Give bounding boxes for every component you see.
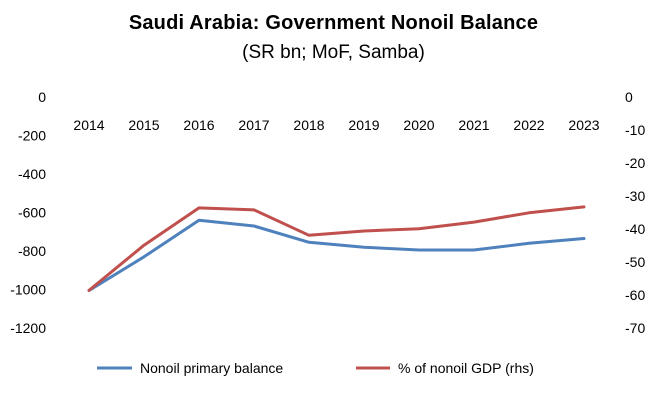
- x-tick-label: 2022: [513, 117, 544, 133]
- x-tick-label: 2023: [568, 117, 599, 133]
- y-right-tick-label: -60: [625, 287, 645, 303]
- y-right-tick-label: -40: [625, 221, 645, 237]
- y-left-tick-label: -800: [18, 243, 46, 259]
- x-tick-label: 2018: [293, 117, 324, 133]
- y-right-tick-label: -30: [625, 188, 645, 204]
- y-left-tick-label: 0: [38, 89, 46, 105]
- x-tick-label: 2020: [403, 117, 434, 133]
- series-line-pct-nonoil-gdp: [87, 205, 586, 292]
- x-tick-label: 2016: [183, 117, 214, 133]
- x-tick-label: 2015: [128, 117, 159, 133]
- x-tick-label: 2014: [73, 117, 104, 133]
- legend-label: % of nonoil GDP (rhs): [398, 360, 534, 376]
- y-left-tick-label: -200: [18, 128, 46, 144]
- y-right-tick-label: 0: [625, 89, 633, 105]
- chart-subtitle: (SR bn; MoF, Samba): [242, 42, 425, 63]
- y-right-tick-label: -10: [625, 122, 645, 138]
- x-tick-label: 2019: [348, 117, 379, 133]
- series-line-nonoil-primary-balance: [87, 218, 586, 292]
- y-left-tick-label: -600: [18, 205, 46, 221]
- y-right-tick-label: -20: [625, 155, 645, 171]
- y-left-tick-label: -1000: [10, 282, 46, 298]
- x-tick-label: 2017: [238, 117, 269, 133]
- y-right-tick-label: -50: [625, 254, 645, 270]
- y-right-tick-label: -70: [625, 320, 645, 336]
- x-tick-label: 2021: [458, 117, 489, 133]
- legend-label: Nonoil primary balance: [140, 360, 283, 376]
- y-left-tick-label: -400: [18, 166, 46, 182]
- chart-title: Saudi Arabia: Government Nonoil Balance: [128, 12, 539, 34]
- y-left-tick-label: -1200: [10, 320, 46, 336]
